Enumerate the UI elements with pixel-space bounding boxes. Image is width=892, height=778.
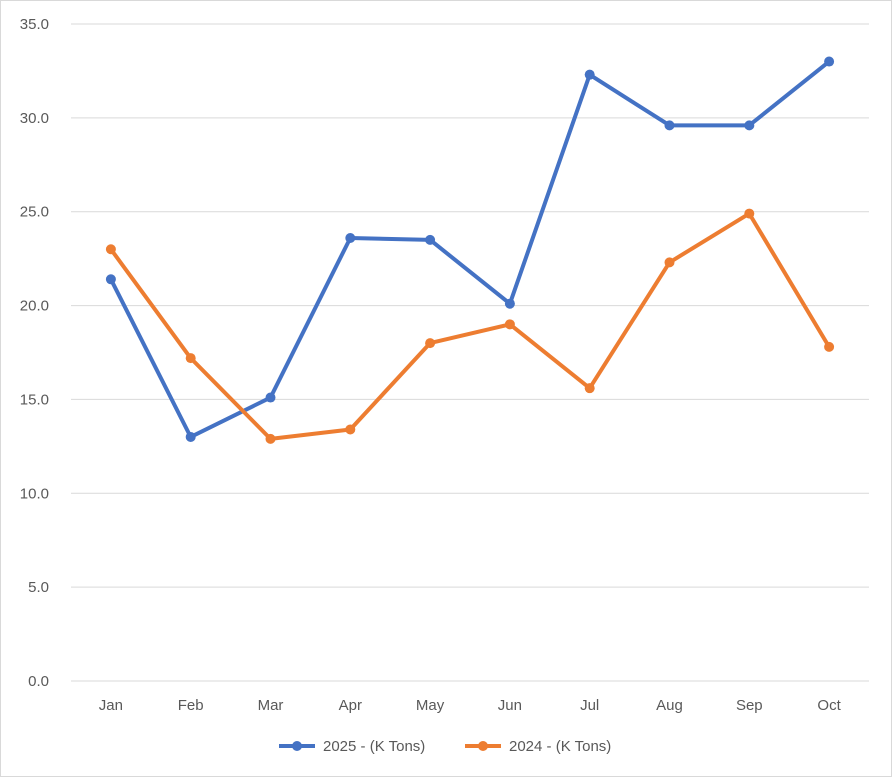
x-tick-label: Aug	[656, 697, 683, 714]
data-point	[744, 208, 755, 219]
x-tick-label: Mar	[258, 697, 284, 714]
legend-marker	[478, 741, 488, 751]
legend-marker	[292, 741, 302, 751]
data-point	[664, 257, 675, 268]
legend-item: 2025 - (K Tons)	[279, 738, 425, 755]
data-point	[185, 431, 196, 442]
y-tick-label: 10.0	[20, 485, 49, 502]
data-point	[824, 56, 835, 67]
x-tick-label: Jun	[498, 697, 522, 714]
legend-label: 2024 - (K Tons)	[509, 738, 611, 755]
data-point	[824, 341, 835, 352]
data-point	[345, 232, 356, 243]
y-tick-label: 35.0	[20, 16, 49, 33]
y-axis-ticks: 0.0 5.0 10.0 15.0 20.0 25.0 30.0 35.0	[20, 16, 49, 690]
y-tick-label: 5.0	[28, 579, 49, 596]
y-tick-label: 15.0	[20, 391, 49, 408]
legend-item: 2024 - (K Tons)	[465, 738, 611, 755]
data-point	[265, 433, 276, 444]
x-tick-label: Jan	[99, 697, 123, 714]
x-tick-label: Jul	[580, 697, 599, 714]
data-point	[105, 244, 116, 255]
x-tick-label: May	[416, 697, 445, 714]
data-point	[425, 338, 436, 349]
y-tick-label: 20.0	[20, 298, 49, 315]
x-tick-label: Oct	[817, 697, 841, 714]
series-line	[108, 59, 832, 439]
data-point	[425, 234, 436, 245]
data-point	[345, 424, 356, 435]
y-tick-label: 30.0	[20, 110, 49, 127]
series-line	[108, 211, 832, 441]
data-point	[185, 353, 196, 364]
series-2024	[105, 208, 835, 444]
data-point	[584, 383, 595, 394]
data-point	[265, 392, 276, 403]
x-axis-ticks: Jan Feb Mar Apr May Jun Jul Aug Sep Oct	[99, 697, 842, 714]
series-group	[105, 56, 835, 444]
x-tick-label: Apr	[339, 697, 362, 714]
x-tick-label: Sep	[736, 697, 763, 714]
gridlines	[71, 23, 869, 682]
legend: 2025 - (K Tons) 2024 - (K Tons)	[279, 738, 611, 755]
legend-label: 2025 - (K Tons)	[323, 738, 425, 755]
data-point	[584, 69, 595, 80]
data-point	[744, 120, 755, 131]
y-tick-label: 0.0	[28, 673, 49, 690]
data-point	[504, 298, 515, 309]
data-point	[664, 120, 675, 131]
data-point	[105, 274, 116, 285]
data-point	[504, 319, 515, 330]
y-tick-label: 25.0	[20, 204, 49, 221]
x-tick-label: Feb	[178, 697, 204, 714]
series-2025	[105, 56, 835, 442]
